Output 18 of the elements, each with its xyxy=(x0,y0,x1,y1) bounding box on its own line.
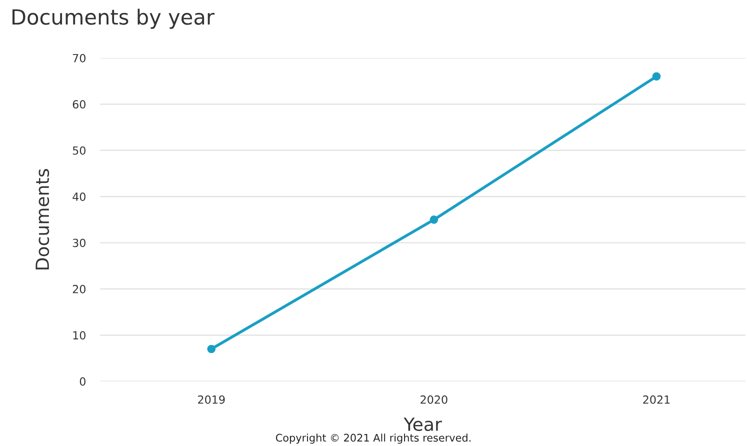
chart-title: Documents by year xyxy=(12,8,215,29)
point xyxy=(652,72,661,81)
y-tick-label: 0 xyxy=(80,377,86,386)
y-tick-label: 40 xyxy=(72,192,86,201)
x-tick-label: 2019 xyxy=(198,395,225,404)
y-tick-label: 60 xyxy=(72,100,86,109)
text: Copyright © 2021 All rights reserved. xyxy=(276,434,471,444)
x-axis-title: Year xyxy=(404,418,442,432)
y-tick-label: 50 xyxy=(72,146,86,155)
y-tick-label: 20 xyxy=(72,284,86,294)
y-tick-label: 30 xyxy=(72,238,86,248)
y-axis-title: Documents xyxy=(36,169,50,270)
y-tick-label: 10 xyxy=(73,331,86,340)
point xyxy=(430,215,438,224)
y-tick-label: 70 xyxy=(72,54,86,62)
x-tick-label: 2020 xyxy=(420,395,448,404)
point xyxy=(207,344,216,354)
x-tick-label: 2021 xyxy=(643,395,670,404)
